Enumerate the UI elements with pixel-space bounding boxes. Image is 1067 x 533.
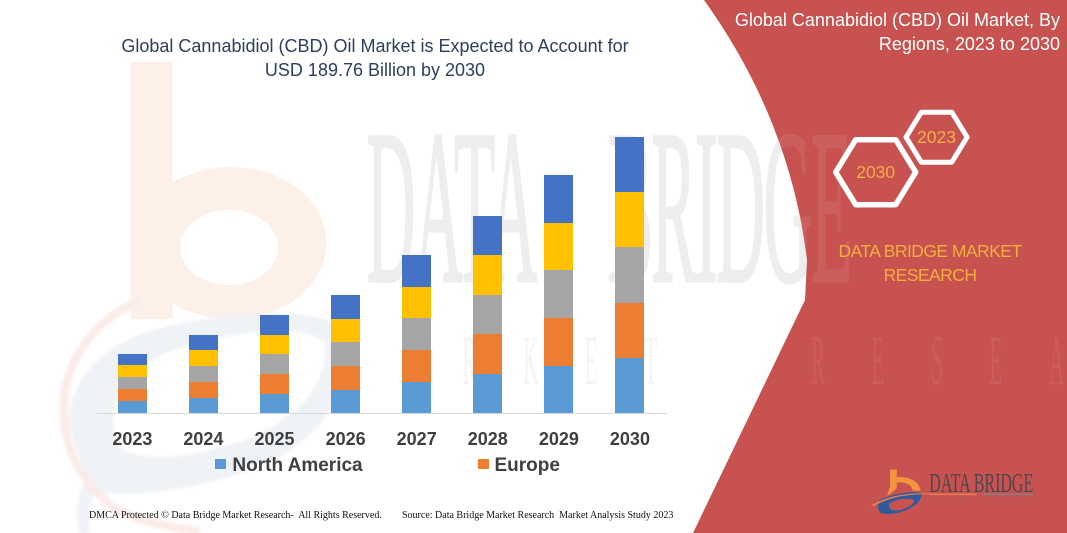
svg-text:2023: 2023 [917,127,956,147]
svg-text:DATA BRIDGE: DATA BRIDGE [367,86,851,329]
svg-text:MARKET RESEARCH: MARKET RESEARCH [931,497,1034,504]
svg-text:2030: 2030 [856,162,895,182]
svg-text:MARKET RESEARCH: MARKET RESEARCH [335,322,1067,401]
svg-text:DATA BRIDGE: DATA BRIDGE [929,468,1033,498]
svg-text:DATA BRIDGE: DATA BRIDGE [367,86,851,329]
